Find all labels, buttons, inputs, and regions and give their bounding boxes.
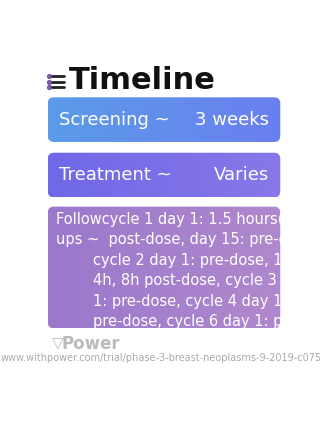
Text: Screening ~: Screening ~	[60, 111, 170, 129]
Text: Varies: Varies	[213, 166, 268, 184]
FancyBboxPatch shape	[48, 153, 280, 198]
Text: Followcycle 1 day 1: 1.5 hours(h), 4h
ups ~  post-dose, day 15: pre-dose,
      : Followcycle 1 day 1: 1.5 hours(h), 4h up…	[55, 212, 320, 349]
Text: 3 weeks: 3 weeks	[195, 111, 268, 129]
Text: Timeline: Timeline	[69, 66, 216, 95]
Text: Power: Power	[62, 335, 120, 353]
FancyBboxPatch shape	[48, 97, 280, 142]
Text: ▽: ▽	[52, 336, 63, 351]
FancyBboxPatch shape	[48, 206, 280, 328]
Text: www.withpower.com/trial/phase-3-breast-neoplasms-9-2019-c0755: www.withpower.com/trial/phase-3-breast-n…	[0, 352, 320, 363]
Text: Treatment ~: Treatment ~	[60, 166, 172, 184]
